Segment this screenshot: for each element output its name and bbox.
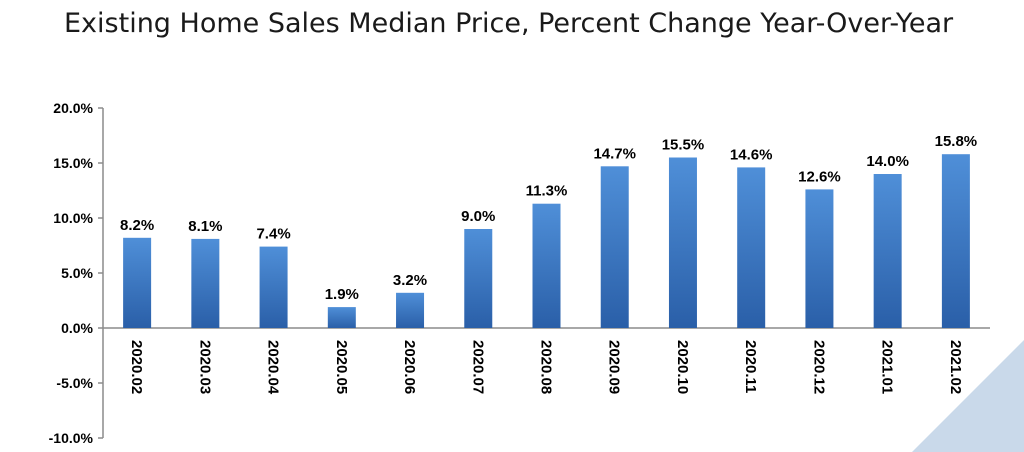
y-tick-label: 5.0% bbox=[61, 265, 93, 281]
y-tick-label: 15.0% bbox=[53, 155, 93, 171]
bar-2020.11 bbox=[737, 167, 766, 328]
bar-2020.05 bbox=[327, 307, 356, 328]
y-tick-label: -5.0% bbox=[56, 375, 93, 391]
category-label: 2021.02 bbox=[947, 340, 964, 394]
bar-2020.02 bbox=[123, 237, 152, 328]
bar-2020.04 bbox=[259, 246, 288, 328]
data-label: 15.8% bbox=[935, 133, 978, 150]
y-tick-label: 20.0% bbox=[53, 100, 93, 116]
bars bbox=[123, 154, 970, 328]
category-label: 2020.07 bbox=[469, 340, 486, 394]
bar-2020.08 bbox=[532, 203, 561, 328]
data-label: 1.9% bbox=[325, 286, 359, 303]
chart-title: Existing Home Sales Median Price, Percen… bbox=[64, 8, 954, 39]
bar-2020.07 bbox=[464, 229, 493, 328]
y-axis: 20.0% 15.0% 10.0% 5.0% 0.0% -5.0% -10.0% bbox=[49, 100, 104, 446]
category-label: 2021.01 bbox=[879, 340, 896, 394]
data-label: 8.1% bbox=[188, 218, 222, 235]
category-label: 2020.06 bbox=[401, 340, 418, 394]
data-labels: 8.2% 8.1% 7.4% 1.9% 3.2% 9.0% 11.3% 14.7% 15.5% 1… bbox=[120, 133, 977, 303]
corner-decoration bbox=[912, 340, 1024, 452]
bar-2020.09 bbox=[600, 166, 629, 328]
category-label: 2020.02 bbox=[128, 340, 145, 394]
data-label: 15.5% bbox=[662, 137, 705, 154]
data-label: 9.0% bbox=[461, 208, 495, 225]
category-label: 2020.09 bbox=[606, 340, 623, 394]
y-tick-label: -10.0% bbox=[49, 430, 94, 446]
bar-2020.06 bbox=[396, 292, 425, 328]
bar-2020.12 bbox=[805, 189, 834, 328]
category-label: 2020.12 bbox=[810, 340, 827, 394]
data-label: 3.2% bbox=[393, 272, 427, 289]
bar-2020.10 bbox=[668, 157, 697, 328]
bar-2021.02 bbox=[941, 154, 970, 328]
bar-2020.03 bbox=[191, 238, 220, 328]
data-label: 14.7% bbox=[593, 145, 636, 162]
data-label: 8.2% bbox=[120, 217, 154, 234]
data-label: 7.4% bbox=[256, 226, 290, 243]
category-label: 2020.05 bbox=[333, 340, 350, 394]
category-label: 2020.04 bbox=[265, 340, 282, 395]
category-label: 2020.10 bbox=[674, 340, 691, 394]
data-label: 12.6% bbox=[798, 168, 841, 185]
data-label: 14.0% bbox=[866, 153, 909, 170]
category-labels: 2020.02 2020.03 2020.04 2020.05 2020.06 2020.… bbox=[128, 340, 964, 395]
category-label: 2020.03 bbox=[196, 340, 213, 394]
category-label: 2020.11 bbox=[742, 340, 759, 393]
bar-2021.01 bbox=[873, 174, 902, 328]
data-label: 14.6% bbox=[730, 146, 773, 163]
data-label: 11.3% bbox=[526, 183, 568, 200]
y-tick-label: 0.0% bbox=[61, 320, 93, 336]
y-tick-label: 10.0% bbox=[53, 210, 93, 226]
category-label: 2020.08 bbox=[538, 340, 555, 394]
